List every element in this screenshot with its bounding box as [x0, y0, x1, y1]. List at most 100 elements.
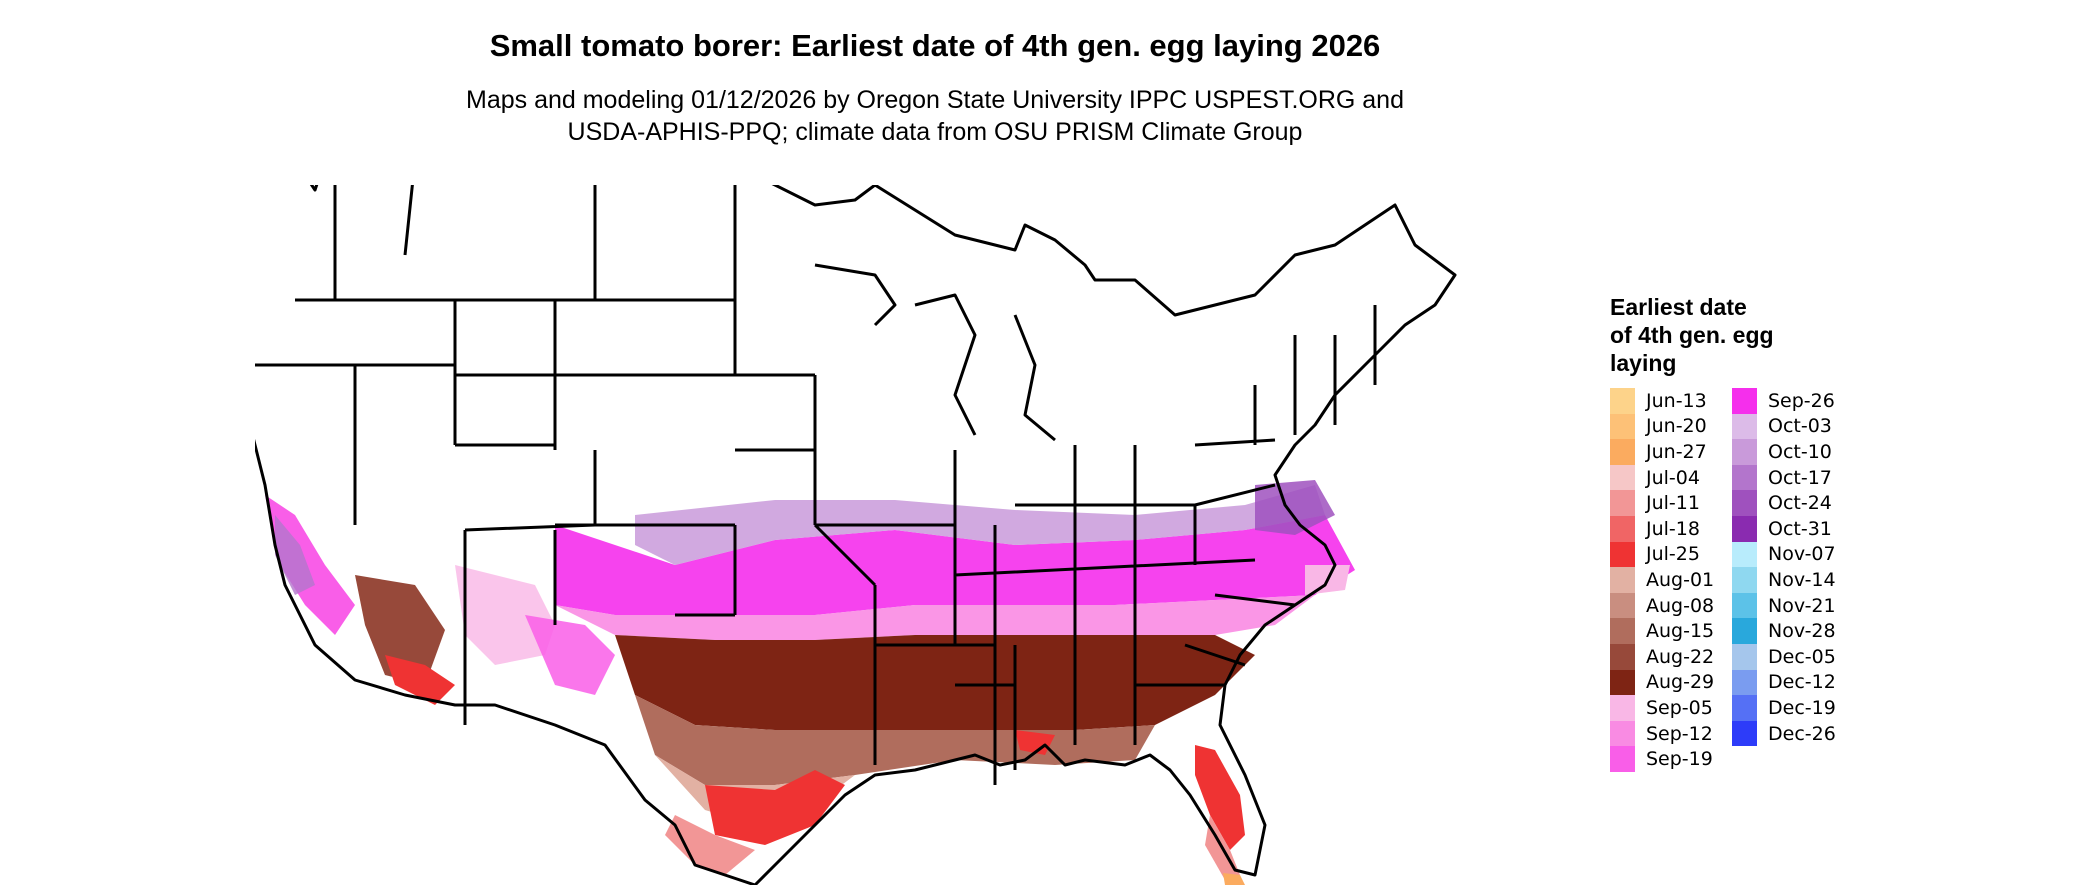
region-jun-13-florida: [1223, 873, 1245, 885]
region-jul-11-texas: [665, 815, 755, 875]
legend-swatch: [1732, 643, 1757, 670]
legend-label: Nov-21: [1768, 594, 1836, 617]
legend-label: Dec-26: [1768, 722, 1836, 745]
legend-swatch: [1732, 618, 1757, 644]
legend-column-1: Jun-13 Jun-20 Jun-27 Jul-04 Jul-11 Jul-18 Jul-…: [1610, 388, 1714, 772]
legend-swatch: [1610, 720, 1635, 747]
legend-label: Jul-25: [1646, 543, 1700, 566]
legend-item: Jun-27: [1610, 439, 1714, 465]
region-aug-29: [615, 635, 1255, 730]
legend-label: Oct-03: [1768, 415, 1832, 438]
legend-label: Oct-31: [1768, 517, 1832, 540]
region-aug-15: [635, 695, 1155, 785]
legend-item: Sep-19: [1610, 746, 1714, 772]
us-map: [255, 185, 1457, 885]
legend-item: Nov-21: [1732, 592, 1836, 619]
legend-label: Nov-07: [1768, 543, 1836, 566]
phenology-regions: [265, 480, 1355, 885]
legend-title-line-3: laying: [1610, 350, 1677, 376]
legend-label: Sep-05: [1646, 696, 1713, 719]
eastern-states: [1135, 305, 1377, 687]
legend-swatch: [1732, 464, 1757, 491]
legend-swatch: [1732, 541, 1757, 568]
legend-swatch: [1610, 413, 1635, 440]
legend-item: Oct-03: [1732, 413, 1836, 440]
legend-swatch: [1732, 490, 1757, 516]
legend-label: Aug-22: [1646, 645, 1715, 668]
legend-swatch: [1610, 618, 1635, 644]
legend-swatch: [1610, 592, 1635, 619]
region-sep-05-west: [455, 565, 555, 665]
legend-swatch: [1732, 567, 1757, 593]
legend-item: Aug-22: [1610, 643, 1715, 670]
legend-item: Dec-05: [1732, 643, 1836, 670]
map-title: Small tomato borer: Earliest date of 4th…: [489, 28, 1381, 63]
legend-item: Aug-01: [1610, 567, 1714, 593]
legend-swatch: [1732, 720, 1757, 747]
legend-label: Oct-24: [1768, 492, 1832, 515]
legend-swatch: [1610, 695, 1635, 721]
legend-item: Oct-10: [1732, 439, 1836, 465]
legend-title: Earliest date of 4th gen. egg laying: [1610, 293, 1840, 377]
legend-item: Oct-17: [1732, 464, 1836, 491]
mid-states: [255, 363, 877, 765]
region-sep-12: [555, 595, 1315, 640]
legend-swatch: [1732, 695, 1757, 721]
legend-label: Oct-10: [1768, 440, 1832, 463]
legend-label: Jul-11: [1646, 492, 1700, 515]
legend-swatch: [1610, 746, 1635, 772]
legend-swatch: [1610, 490, 1635, 516]
subtitle-line-1: Maps and modeling 01/12/2026 by Oregon S…: [466, 86, 1404, 114]
legend-swatch: [1732, 592, 1757, 619]
legend-label: Jun-13: [1646, 389, 1707, 412]
legend-swatch: [1610, 669, 1635, 696]
legend-title-line-1: Earliest date: [1610, 294, 1747, 320]
legend-label: Sep-19: [1646, 748, 1713, 771]
legend-label: Jul-04: [1646, 466, 1700, 489]
legend-item: Aug-29: [1610, 669, 1715, 696]
legend-item: Nov-07: [1732, 541, 1836, 568]
legend-item: Aug-08: [1610, 592, 1715, 619]
region-sep-19-west: [525, 615, 615, 695]
legend-swatch: [1610, 388, 1635, 414]
legend-swatch: [1732, 439, 1757, 465]
northern-border-states: [295, 185, 737, 450]
region-jul-25-louisiana: [1015, 730, 1055, 755]
legend-item: Jul-25: [1610, 541, 1714, 568]
legend-item: Jul-04: [1610, 464, 1714, 491]
legend-item: Oct-31: [1732, 515, 1836, 542]
legend-label: Sep-12: [1646, 722, 1713, 745]
legend-label: Dec-05: [1768, 645, 1836, 668]
legend-label: Dec-12: [1768, 671, 1836, 694]
legend-label: Aug-15: [1646, 620, 1715, 643]
legend-label: Aug-08: [1646, 594, 1715, 617]
legend-item: Dec-19: [1732, 695, 1836, 721]
region-oct-10: [635, 485, 1325, 565]
legend-swatch: [1610, 439, 1635, 465]
legend-swatch: [1732, 413, 1757, 440]
legend-item: Dec-12: [1732, 669, 1836, 696]
region-jul-25-arizona: [385, 655, 455, 705]
map-subtitle: Maps and modeling 01/12/2026 by Oregon S…: [0, 84, 1870, 148]
legend-item: Jun-13: [1610, 388, 1714, 414]
legend-item: Jun-20: [1610, 413, 1714, 440]
legend-item: Nov-14: [1732, 567, 1836, 593]
legend-label: Jun-20: [1646, 415, 1707, 438]
legend-item: Aug-15: [1610, 618, 1714, 644]
conus-outline: [255, 185, 1457, 885]
legend-item: Sep-05: [1610, 695, 1714, 721]
legend-label: Jun-27: [1646, 440, 1707, 463]
region-jul-25-florida: [1195, 745, 1245, 850]
legend-label: Oct-17: [1768, 466, 1832, 489]
legend-item: Dec-26: [1732, 720, 1836, 747]
legend-item: Jul-11: [1610, 490, 1714, 516]
legend-label: Sep-26: [1768, 389, 1835, 412]
legend-label: Aug-29: [1646, 671, 1715, 694]
region-aug-22-arizona: [355, 575, 445, 685]
legend-swatch: [1610, 567, 1635, 593]
legend-swatch: [1732, 515, 1757, 542]
legend: Earliest date of 4th gen. egg laying Jun…: [1610, 293, 1840, 772]
legend-label: Aug-01: [1646, 568, 1715, 591]
legend-swatch: [1732, 388, 1757, 414]
legend-swatch: [1610, 643, 1635, 670]
